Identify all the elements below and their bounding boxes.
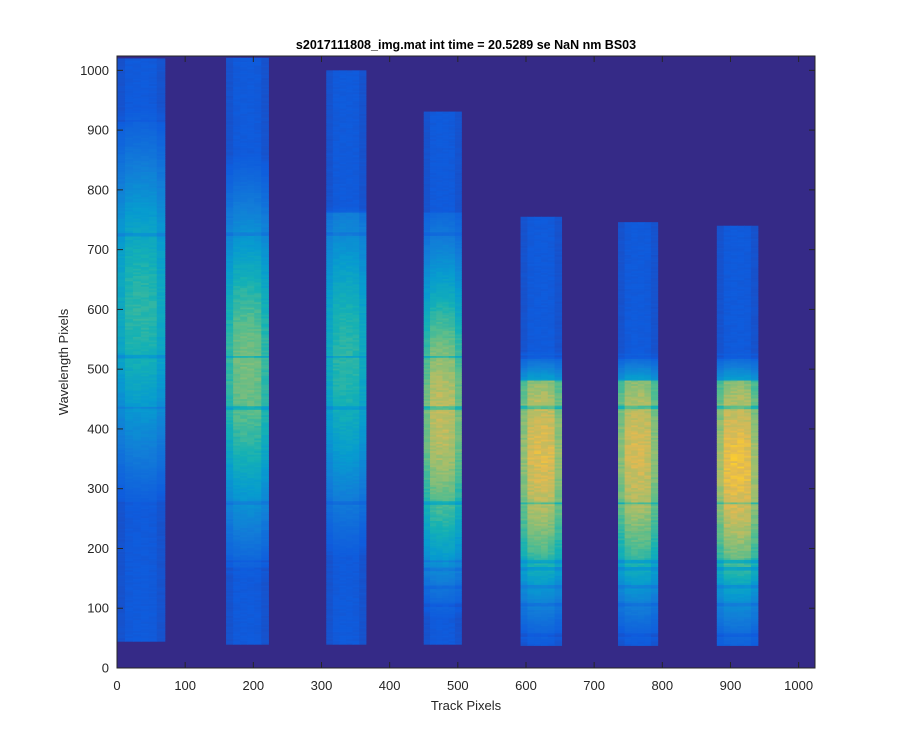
- track-7: [716, 225, 759, 646]
- track-6: [618, 222, 659, 646]
- y-tick-label: 500: [87, 362, 109, 377]
- x-tick-label: 400: [379, 678, 401, 693]
- x-tick-label: 0: [113, 678, 120, 693]
- x-tick-label: 500: [447, 678, 469, 693]
- track-5: [520, 216, 563, 646]
- y-tick-label: 1000: [80, 63, 109, 78]
- x-tick-label: 800: [651, 678, 673, 693]
- x-axis-label: Track Pixels: [431, 698, 502, 713]
- plot-area: [117, 56, 815, 668]
- y-axis: 0 100 200 300 400 500 600 700 800 900 1000: [80, 63, 815, 676]
- x-tick-label: 200: [242, 678, 264, 693]
- plot-background: [117, 56, 815, 668]
- y-tick-label: 700: [87, 242, 109, 257]
- x-tick-label: 900: [720, 678, 742, 693]
- x-axis: 0 100 200 300 400 500 600 700 800 900 1000: [113, 56, 813, 693]
- x-tick-label: 100: [174, 678, 196, 693]
- track-2: [226, 57, 269, 645]
- track-3: [326, 70, 367, 645]
- chart-title: s2017111808_img.mat int time = 20.5289 s…: [296, 38, 636, 52]
- y-tick-label: 900: [87, 123, 109, 138]
- y-axis-label: Wavelength Pixels: [56, 308, 71, 415]
- y-tick-label: 800: [87, 182, 109, 197]
- y-tick-label: 600: [87, 302, 109, 317]
- track-1: [117, 58, 166, 642]
- y-tick-label: 0: [102, 661, 109, 676]
- y-tick-label: 200: [87, 541, 109, 556]
- track-4: [423, 111, 462, 645]
- y-tick-label: 100: [87, 601, 109, 616]
- x-tick-label: 600: [515, 678, 537, 693]
- y-tick-label: 300: [87, 481, 109, 496]
- tracks-layer: [117, 57, 759, 646]
- x-tick-label: 300: [311, 678, 333, 693]
- y-tick-label: 400: [87, 421, 109, 436]
- x-tick-label: 1000: [784, 678, 813, 693]
- x-tick-label: 700: [583, 678, 605, 693]
- plot-frame: [116, 55, 816, 669]
